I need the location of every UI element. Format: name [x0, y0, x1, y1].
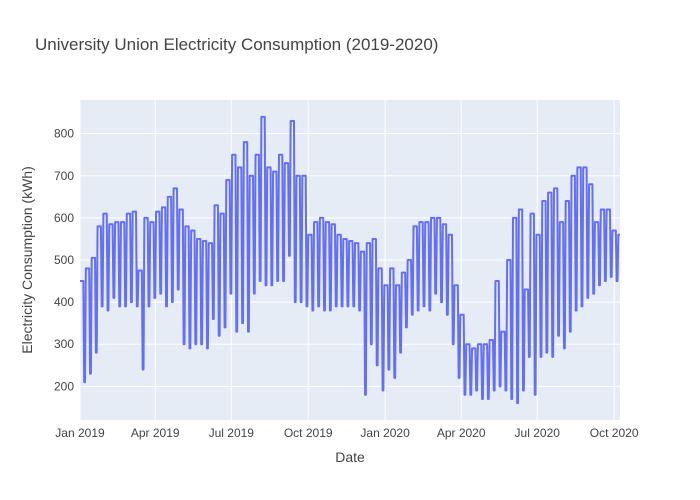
y-tick-label: 800	[54, 127, 74, 141]
y-tick-label: 500	[54, 253, 74, 267]
x-tick-label: Jul 2020	[515, 426, 561, 440]
x-tick-label: Apr 2020	[437, 426, 486, 440]
x-tick-label: Jan 2019	[55, 426, 105, 440]
x-tick-label: Oct 2019	[284, 426, 333, 440]
y-tick-label: 200	[54, 379, 74, 393]
y-axis-ticks: 200 300 400 500 600 700 800	[54, 127, 74, 394]
y-tick-label: 700	[54, 169, 74, 183]
x-tick-label: Apr 2019	[131, 426, 180, 440]
series-line	[79, 115, 621, 405]
x-axis-title: Date	[335, 449, 365, 465]
y-axis-title: Electricity Consumption (kWh)	[19, 166, 35, 354]
chart-title: University Union Electricity Consumption…	[35, 35, 438, 54]
x-tick-label: Jan 2020	[360, 426, 410, 440]
y-tick-label: 300	[54, 337, 74, 351]
y-tick-label: 600	[54, 211, 74, 225]
x-axis-ticks: Jan 2019 Apr 2019 Jul 2019 Oct 2019 Jan 2020…	[55, 426, 639, 440]
x-tick-label: Jul 2019	[209, 426, 255, 440]
series-layer	[79, 115, 621, 405]
y-tick-label: 400	[54, 295, 74, 309]
x-tick-label: Oct 2020	[590, 426, 639, 440]
